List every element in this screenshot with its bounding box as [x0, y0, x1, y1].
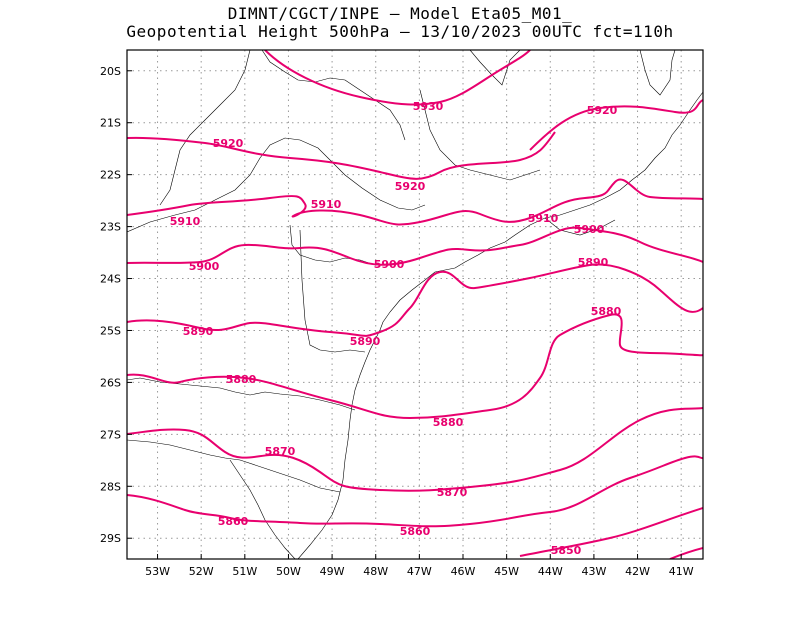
state-boundary-3 [159, 50, 251, 206]
y-tick-label: 20S [100, 65, 121, 78]
contour-label: 5880 [433, 416, 464, 429]
national-border [229, 459, 296, 559]
contour-line [264, 50, 531, 106]
x-tick-label: 50W [276, 565, 301, 578]
state-boundary-1 [261, 50, 406, 141]
x-tick-label: 47W [407, 565, 432, 578]
y-tick-label: 21S [100, 117, 121, 130]
x-tick-label: 49W [320, 565, 345, 578]
y-tick-label: 29S [100, 532, 121, 545]
contour-label: 5920 [587, 104, 618, 117]
y-tick-label: 23S [100, 221, 121, 234]
state-boundary-5 [127, 377, 356, 411]
coastline [379, 91, 703, 331]
state-boundary-6 [127, 439, 341, 493]
contour-line [127, 455, 703, 528]
y-axis: 20S 21S 22S 23S 24S 25S 26S 27S 28S 29S [100, 65, 132, 545]
contour-line [127, 407, 703, 492]
contour-label: 5920 [213, 137, 244, 150]
contour-line [127, 313, 703, 420]
map-subtitle: Geopotential Height 500hPa – 13/10/2023 … [126, 22, 674, 41]
contour-label: 5890 [350, 335, 381, 348]
y-tick-label: 24S [100, 273, 121, 286]
y-tick-label: 22S [100, 169, 121, 182]
coastline-boundaries [127, 50, 703, 559]
contour-line [127, 131, 556, 180]
contour-line [127, 226, 703, 266]
contour-line [127, 178, 703, 226]
contour-label: 5870 [265, 445, 296, 458]
x-tick-label: 46W [451, 565, 476, 578]
map-title: DIMNT/CGCT/INPE – Model Eta05_M01_ [227, 4, 573, 23]
y-tick-label: 28S [100, 480, 121, 493]
contour-label: 5860 [400, 525, 431, 538]
contour-label: 5860 [218, 515, 249, 528]
state-boundary-7 [299, 229, 366, 353]
x-tick-label: 43W [581, 565, 606, 578]
contour-label: 5910 [170, 215, 201, 228]
contour-label: 5900 [189, 260, 220, 273]
grid-lines [127, 50, 703, 559]
state-boundary-8 [419, 89, 541, 181]
contour-label: 5910 [528, 212, 559, 225]
contour-labels: 5930 5920 5920 5920 5910 5910 5910 5900 … [170, 100, 622, 557]
x-tick-label: 41W [669, 565, 694, 578]
contour-line [529, 99, 703, 151]
contour-label: 5870 [437, 486, 468, 499]
state-boundary-10 [639, 50, 676, 96]
contour-label: 5920 [395, 180, 426, 193]
contour-label: 5900 [574, 223, 605, 236]
contour-label: 5900 [374, 258, 405, 271]
x-tick-label: 48W [363, 565, 388, 578]
contour-label: 5880 [591, 305, 622, 318]
y-tick-label: 26S [100, 376, 121, 389]
x-axis: 53W 52W 51W 50W 49W 48W 47W 46W 45W 44W 43W 42W 41W [145, 554, 694, 578]
x-tick-label: 45W [494, 565, 519, 578]
contour-label: 5930 [413, 100, 444, 113]
x-tick-label: 51W [232, 565, 257, 578]
state-boundary-9 [469, 50, 521, 86]
x-tick-label: 42W [625, 565, 650, 578]
contour-label: 5910 [311, 198, 342, 211]
contour-label: 5880 [226, 373, 257, 386]
contour-line [519, 507, 703, 557]
x-tick-label: 53W [145, 565, 170, 578]
y-tick-label: 27S [100, 428, 121, 441]
y-tick-label: 25S [100, 324, 121, 337]
contour-label: 5890 [183, 325, 214, 338]
contour-lines [127, 50, 703, 559]
contour-line [127, 263, 703, 337]
contour-label: 5850 [551, 544, 582, 557]
x-tick-label: 52W [189, 565, 214, 578]
x-tick-label: 44W [538, 565, 563, 578]
plot-frame [126, 49, 704, 560]
state-boundary-2 [127, 137, 426, 233]
coastline-south [297, 329, 381, 559]
state-boundary-11 [544, 217, 616, 236]
contour-line [669, 547, 703, 559]
contour-label: 5890 [578, 256, 609, 269]
